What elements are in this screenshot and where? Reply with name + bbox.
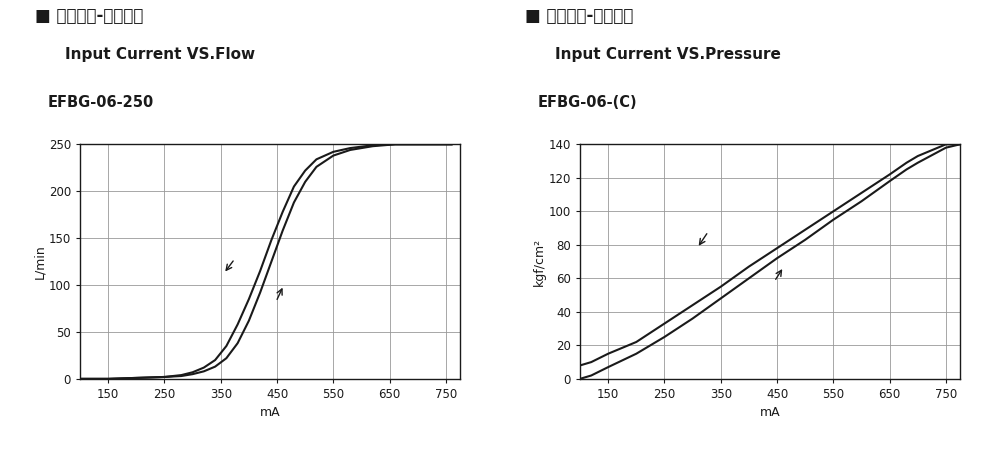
Y-axis label: L/min: L/min [33,244,46,279]
Text: Input Current VS.Pressure: Input Current VS.Pressure [555,47,781,62]
Text: Input Current VS.Flow: Input Current VS.Flow [65,47,255,62]
X-axis label: mA: mA [760,406,780,419]
Text: EFBG-06-(C): EFBG-06-(C) [538,95,638,110]
Text: ■ 入力電流-圧力特性: ■ 入力電流-圧力特性 [525,7,633,25]
Y-axis label: kgf/cm²: kgf/cm² [533,238,546,285]
Text: EFBG-06-250: EFBG-06-250 [48,95,154,110]
X-axis label: mA: mA [260,406,280,419]
Text: ■ 入力電流-流量特性: ■ 入力電流-流量特性 [35,7,143,25]
